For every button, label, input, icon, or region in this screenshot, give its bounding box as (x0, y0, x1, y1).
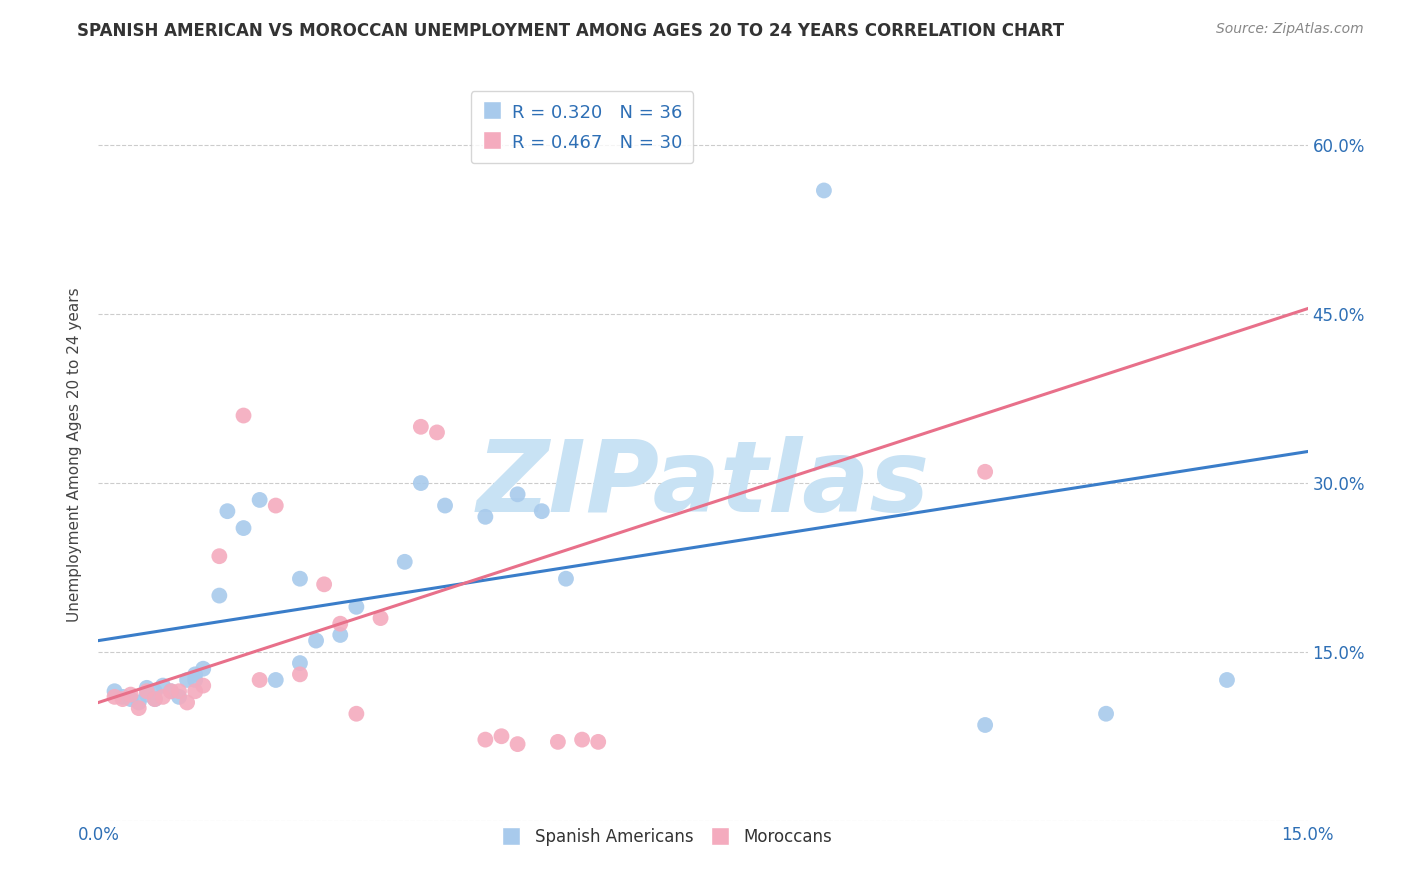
Point (974, 465, 997, 479)
Point (586, 735, 609, 749)
Point (135, 684, 157, 698)
Point (143, 692, 166, 706)
Text: SPANISH AMERICAN VS MOROCCAN UNEMPLOYMENT AMONG AGES 20 TO 24 YEARS CORRELATION : SPANISH AMERICAN VS MOROCCAN UNEMPLOYMEN… (77, 22, 1064, 40)
Point (208, 589, 231, 603)
Point (555, 572, 578, 586)
Point (409, 419, 432, 434)
Point (547, 735, 569, 749)
Point (135, 681, 157, 695)
Point (434, 499, 457, 513)
Point (135, 688, 157, 702)
Point (305, 633, 328, 648)
Y-axis label: Unemployment Among Ages 20 to 24 years: Unemployment Among Ages 20 to 24 years (67, 287, 83, 623)
Point (474, 732, 496, 747)
Point (103, 690, 125, 704)
Point (571, 732, 593, 747)
Point (217, 504, 239, 518)
Point (128, 701, 150, 715)
Text: ZIPatlas: ZIPatlas (477, 435, 929, 533)
Point (128, 696, 150, 710)
Point (193, 679, 215, 693)
Point (288, 572, 311, 586)
Point (152, 690, 174, 704)
Point (111, 690, 134, 704)
Point (184, 667, 207, 681)
Point (1216, 673, 1239, 687)
Point (1095, 706, 1118, 721)
Point (120, 688, 142, 702)
Point (426, 425, 449, 440)
Legend: Spanish Americans, Moroccans: Spanish Americans, Moroccans (495, 822, 839, 853)
Point (103, 684, 125, 698)
Point (813, 184, 835, 198)
Point (409, 476, 432, 491)
Point (232, 521, 254, 535)
Point (167, 684, 190, 698)
Point (143, 692, 166, 706)
Point (193, 662, 215, 676)
Point (530, 504, 553, 518)
Point (120, 692, 142, 706)
Text: Source: ZipAtlas.com: Source: ZipAtlas.com (1216, 22, 1364, 37)
Point (314, 577, 336, 591)
Point (167, 690, 190, 704)
Point (288, 667, 311, 681)
Point (208, 549, 231, 564)
Point (176, 696, 198, 710)
Point (344, 599, 367, 614)
Point (184, 673, 207, 687)
Point (143, 684, 166, 698)
Point (491, 729, 513, 743)
Point (152, 679, 174, 693)
Point (474, 509, 496, 524)
Point (370, 611, 392, 625)
Point (184, 684, 207, 698)
Point (329, 616, 352, 631)
Point (249, 492, 271, 507)
Point (506, 487, 529, 501)
Point (160, 684, 183, 698)
Point (249, 673, 271, 687)
Point (329, 628, 352, 642)
Point (974, 718, 997, 732)
Point (232, 409, 254, 423)
Point (176, 673, 198, 687)
Point (506, 737, 529, 751)
Point (264, 673, 287, 687)
Point (160, 684, 183, 698)
Point (264, 499, 287, 513)
Point (111, 692, 134, 706)
Point (344, 706, 367, 721)
Point (288, 656, 311, 670)
Point (394, 555, 416, 569)
